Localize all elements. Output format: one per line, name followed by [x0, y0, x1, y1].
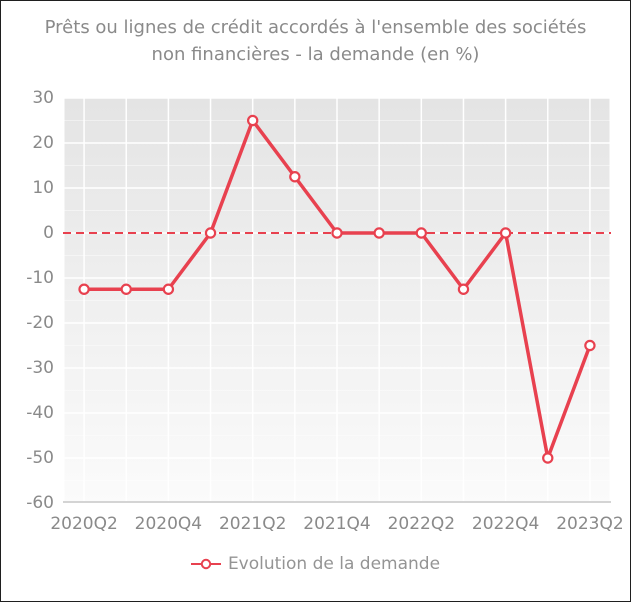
y-tick-label: -20	[26, 313, 54, 333]
y-tick-label: -60	[26, 493, 54, 513]
x-tick-label: 2022Q2	[387, 514, 456, 534]
x-tick-label: 2020Q4	[134, 514, 203, 534]
data-point-marker[interactable]	[120, 283, 132, 295]
chart-title: Prêts ou lignes de crédit accordés à l'e…	[20, 14, 612, 68]
data-point-marker[interactable]	[162, 283, 175, 295]
x-tick-label: 2023Q2	[556, 514, 624, 534]
data-point-marker[interactable]	[415, 227, 428, 239]
data-point-marker[interactable]	[542, 452, 554, 464]
plot-area	[63, 98, 611, 503]
y-tick-label: 10	[32, 178, 54, 198]
data-point-marker[interactable]	[373, 227, 385, 239]
y-tick-label: 20	[32, 133, 54, 153]
x-tick-label: 2020Q2	[50, 514, 118, 534]
legend-line-marker-icon	[190, 558, 221, 570]
y-tick-label: -40	[26, 403, 54, 423]
data-point-marker[interactable]	[289, 171, 301, 183]
x-tick-label: 2022Q4	[471, 514, 540, 534]
chart-title-line1: Prêts ou lignes de crédit accordés à l'e…	[44, 17, 587, 38]
data-point-marker[interactable]	[204, 227, 217, 239]
legend-item-demande[interactable]: Evolution de la demande	[1, 554, 630, 574]
chart-title-line2: non financières - la demande (en %)	[151, 44, 480, 65]
y-tick-label: -30	[26, 358, 54, 378]
legend-label: Evolution de la demande	[227, 554, 441, 574]
data-point-marker[interactable]	[499, 227, 512, 239]
y-tick-label: 0	[43, 223, 54, 243]
y-tick-label: -50	[26, 448, 54, 468]
data-point-marker[interactable]	[78, 283, 90, 295]
data-point-marker[interactable]	[584, 339, 596, 352]
y-tick-label: -10	[26, 268, 54, 288]
x-tick-label: 2021Q4	[303, 514, 371, 534]
x-tick-label: 2021Q2	[218, 514, 287, 534]
data-point-marker[interactable]	[457, 283, 470, 295]
data-point-marker[interactable]	[331, 227, 343, 239]
y-tick-label: 30	[32, 88, 54, 108]
data-point-marker[interactable]	[246, 114, 259, 127]
